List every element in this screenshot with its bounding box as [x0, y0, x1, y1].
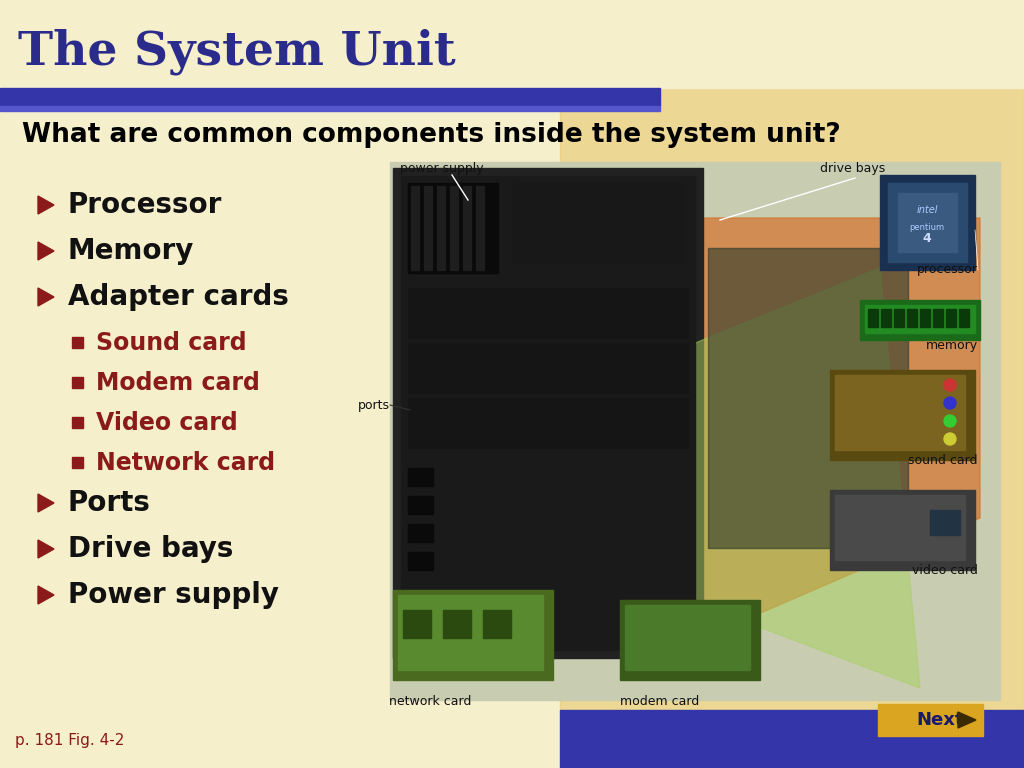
Bar — [393, 590, 553, 680]
Polygon shape — [683, 268, 920, 688]
Polygon shape — [38, 494, 54, 512]
Bar — [393, 168, 703, 658]
Polygon shape — [38, 540, 54, 558]
Bar — [920, 309, 930, 327]
Bar — [0, 88, 660, 106]
Bar — [0, 106, 660, 111]
Text: What are common components inside the system unit?: What are common components inside the sy… — [22, 122, 841, 148]
Text: Adapter cards: Adapter cards — [68, 283, 289, 311]
Bar — [865, 305, 975, 333]
Bar — [560, 0, 1024, 710]
Bar — [898, 193, 957, 252]
Bar — [946, 309, 956, 327]
Bar — [830, 490, 975, 570]
Text: network card: network card — [389, 695, 471, 708]
Text: sound card: sound card — [908, 453, 978, 466]
Text: ports: ports — [358, 399, 390, 412]
Bar — [411, 186, 419, 270]
Bar — [881, 309, 891, 327]
Bar — [513, 183, 683, 263]
Bar — [450, 186, 458, 270]
Bar — [408, 288, 688, 338]
Bar — [625, 605, 750, 670]
Bar — [860, 300, 980, 340]
Bar — [72, 457, 83, 468]
Bar — [72, 377, 83, 388]
Bar — [408, 183, 498, 273]
Bar — [401, 176, 695, 650]
Text: intel: intel — [916, 205, 938, 215]
Bar — [408, 343, 688, 393]
Text: pentium: pentium — [909, 223, 944, 231]
Bar — [443, 610, 471, 638]
Bar — [888, 183, 967, 262]
Polygon shape — [38, 288, 54, 306]
Bar — [403, 610, 431, 638]
Text: Sound card: Sound card — [96, 331, 247, 355]
Bar — [835, 495, 965, 560]
Bar — [483, 610, 511, 638]
Bar — [933, 309, 943, 327]
Text: Network card: Network card — [96, 451, 275, 475]
Bar — [72, 417, 83, 428]
Text: Modem card: Modem card — [96, 371, 260, 395]
Bar — [959, 309, 969, 327]
Text: Video card: Video card — [96, 411, 238, 435]
Bar — [868, 309, 878, 327]
Text: processor: processor — [918, 263, 978, 276]
Bar — [894, 309, 904, 327]
Text: Ports: Ports — [68, 489, 151, 517]
Bar — [408, 496, 433, 514]
Text: drive bays: drive bays — [820, 162, 886, 175]
Text: video card: video card — [912, 564, 978, 577]
Bar — [408, 552, 433, 570]
Bar — [72, 337, 83, 348]
Bar — [437, 186, 445, 270]
Circle shape — [944, 379, 956, 391]
Bar — [476, 186, 484, 270]
Circle shape — [944, 433, 956, 445]
Bar — [463, 186, 471, 270]
Bar — [907, 309, 918, 327]
Circle shape — [944, 415, 956, 427]
Bar — [424, 186, 432, 270]
Bar — [708, 248, 908, 548]
Text: modem card: modem card — [621, 695, 699, 708]
Bar — [830, 370, 975, 460]
Bar — [878, 704, 983, 736]
Bar — [390, 162, 1000, 700]
Bar — [408, 524, 433, 542]
Bar — [930, 510, 961, 535]
Text: Processor: Processor — [68, 191, 222, 219]
Bar — [620, 600, 760, 680]
Text: The System Unit: The System Unit — [18, 28, 456, 75]
Bar — [880, 175, 975, 270]
Bar — [560, 710, 1024, 768]
Text: Next: Next — [916, 711, 964, 729]
Polygon shape — [703, 218, 980, 638]
Bar — [408, 398, 688, 448]
Text: Memory: Memory — [68, 237, 195, 265]
Text: power supply: power supply — [400, 162, 483, 175]
Bar — [398, 595, 543, 670]
Text: 4: 4 — [923, 233, 932, 246]
Polygon shape — [38, 196, 54, 214]
Circle shape — [944, 397, 956, 409]
Polygon shape — [958, 712, 976, 728]
Text: Drive bays: Drive bays — [68, 535, 233, 563]
Text: memory: memory — [926, 339, 978, 352]
Bar — [835, 375, 965, 450]
Bar — [408, 468, 433, 486]
Text: p. 181 Fig. 4-2: p. 181 Fig. 4-2 — [15, 733, 124, 747]
Bar — [0, 0, 1024, 88]
Polygon shape — [38, 242, 54, 260]
Polygon shape — [38, 586, 54, 604]
Text: Power supply: Power supply — [68, 581, 279, 609]
